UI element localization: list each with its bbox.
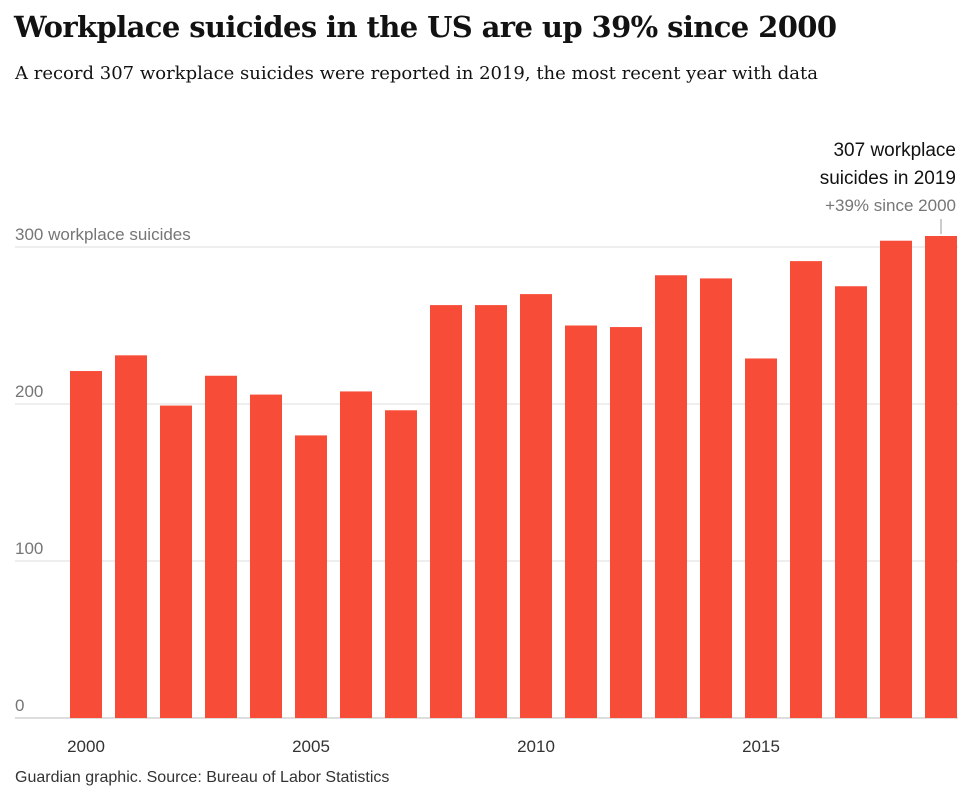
chart-title: Workplace suicides in the US are up 39% … — [14, 10, 837, 44]
bar — [250, 394, 282, 718]
bar — [880, 240, 912, 718]
bar — [790, 261, 822, 718]
bar — [385, 410, 417, 718]
bar — [160, 405, 192, 718]
chart-source: Guardian graphic. Source: Bureau of Labo… — [15, 769, 390, 786]
bar — [205, 375, 237, 718]
bar — [475, 305, 507, 718]
y-tick-label: 0 — [15, 696, 24, 715]
bar — [430, 305, 462, 718]
bar — [835, 286, 867, 718]
x-tick-label: 2000 — [67, 737, 105, 756]
bar — [745, 358, 777, 718]
chart-subtitle: A record 307 workplace suicides were rep… — [15, 63, 818, 84]
bar — [340, 391, 372, 718]
x-tick-label: 2015 — [742, 737, 780, 756]
bar — [610, 327, 642, 718]
bar — [115, 355, 147, 718]
x-tick-label: 2010 — [517, 737, 555, 756]
bar — [925, 236, 957, 718]
bar — [565, 325, 597, 718]
bar — [520, 294, 552, 718]
bar — [655, 275, 687, 718]
y-tick-label: 100 — [15, 539, 43, 558]
y-tick-label: 300 workplace suicides — [15, 225, 191, 244]
bar — [70, 371, 102, 718]
annotation-label: suicides in 2019 — [820, 168, 956, 189]
x-tick-label: 2005 — [292, 737, 330, 756]
annotation-sublabel: +39% since 2000 — [825, 196, 956, 215]
y-tick-label: 200 — [15, 382, 43, 401]
bar — [295, 435, 327, 718]
bar — [700, 278, 732, 718]
annotation-label: 307 workplace — [833, 140, 956, 161]
